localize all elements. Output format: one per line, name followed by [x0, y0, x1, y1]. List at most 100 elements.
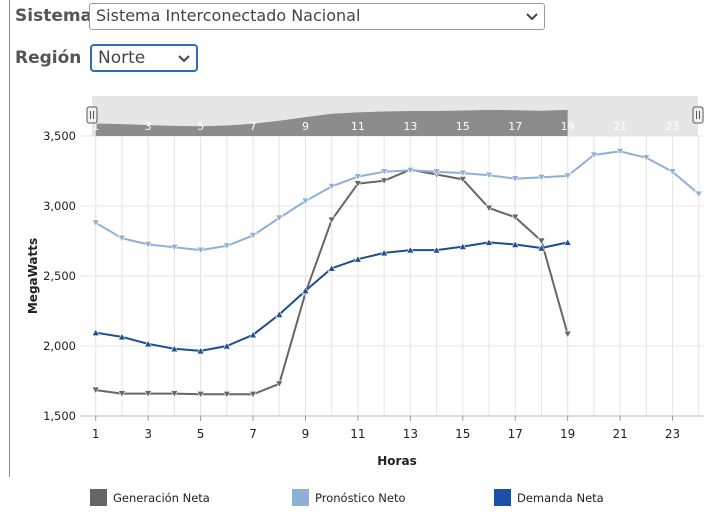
data-point-demanda: [170, 344, 179, 353]
navigator-tick-label: 21: [613, 120, 627, 133]
navigator-tick-label: 15: [456, 120, 470, 133]
data-point-generacion: [222, 390, 231, 399]
data-point-pronostico: [117, 234, 126, 243]
navigator-tick-label: 9: [302, 120, 309, 133]
data-point-demanda: [485, 238, 494, 246]
x-tick-label: 7: [249, 427, 257, 441]
data-point-pronostico: [144, 241, 153, 249]
data-point-pronostico: [668, 168, 677, 176]
data-point-generacion: [380, 177, 389, 185]
x-tick-label: 23: [665, 427, 680, 441]
data-point-pronostico: [511, 175, 520, 183]
data-point-demanda: [406, 245, 415, 254]
data-point-generacion: [117, 390, 126, 398]
data-point-pronostico: [616, 148, 625, 156]
legend-swatch-pronostico: [292, 489, 309, 506]
data-point-generacion: [144, 390, 153, 398]
navigator-tick-label: 1: [92, 120, 99, 133]
navigator-tick-label: 5: [197, 120, 204, 133]
legend-swatch-demanda: [494, 489, 511, 506]
data-point-pronostico: [327, 183, 336, 191]
x-tick-label: 11: [350, 427, 365, 441]
data-point-demanda: [563, 238, 572, 246]
x-tick-label: 15: [455, 427, 470, 441]
data-point-pronostico: [458, 169, 467, 178]
data-point-demanda: [511, 240, 520, 248]
navigator-area: [95, 109, 568, 136]
data-point-demanda: [91, 328, 100, 337]
x-tick-label: 17: [508, 427, 523, 441]
x-tick-label: 1: [92, 427, 100, 441]
chevron-down-icon: [178, 55, 190, 63]
data-point-demanda: [222, 341, 231, 350]
navigator-left-handle[interactable]: [86, 106, 98, 124]
legend-label-demanda: Demanda Neta: [517, 491, 604, 505]
navigator-tick-label: 19: [561, 120, 575, 133]
data-point-pronostico: [222, 242, 231, 251]
navigator-tick-label: 7: [250, 120, 257, 133]
y-tick-label: 2,000: [43, 339, 76, 353]
region-label: Región: [15, 48, 82, 68]
data-point-pronostico: [380, 168, 389, 176]
series-line-pronostico: [95, 150, 700, 252]
data-point-demanda: [301, 286, 310, 295]
data-point-demanda: [275, 310, 284, 318]
sistema-select-value: Sistema Interconectado Nacional: [96, 6, 361, 25]
data-point-demanda: [380, 248, 389, 257]
x-tick-label: 13: [403, 427, 418, 441]
x-tick-label: 21: [612, 427, 627, 441]
x-tick-label: 9: [302, 427, 310, 441]
sistema-select[interactable]: Sistema Interconectado Nacional: [89, 3, 545, 30]
navigator-tick-label: 11: [351, 120, 365, 133]
data-point-pronostico: [589, 151, 598, 160]
data-point-demanda: [353, 255, 362, 263]
data-point-pronostico: [170, 244, 179, 252]
data-point-generacion: [511, 213, 520, 222]
data-point-demanda: [537, 243, 546, 252]
legend-label-generacion: Generación Neta: [113, 491, 210, 505]
y-tick-label: 2,500: [43, 269, 76, 283]
sistema-label: Sistema: [15, 6, 93, 26]
data-point-demanda: [196, 346, 205, 355]
data-point-pronostico: [196, 246, 205, 255]
navigator-tick-label: 23: [666, 120, 680, 133]
data-point-pronostico: [432, 168, 441, 176]
data-point-pronostico: [353, 173, 362, 181]
navigator-right-handle[interactable]: [692, 106, 704, 124]
left-divider: [9, 0, 10, 477]
navigator-tick-label: 3: [145, 120, 152, 133]
y-tick-label: 1,500: [43, 409, 76, 423]
data-point-generacion: [91, 386, 100, 395]
data-point-generacion: [563, 330, 572, 339]
data-point-pronostico: [275, 214, 284, 223]
navigator-tick-label: 13: [403, 120, 417, 133]
data-point-demanda: [144, 339, 153, 348]
data-point-generacion: [485, 204, 494, 213]
x-axis-title: Horas: [377, 454, 416, 468]
legend-swatch-generacion: [90, 489, 107, 506]
data-point-pronostico: [485, 171, 494, 180]
data-point-pronostico: [301, 197, 310, 206]
region-select[interactable]: Norte: [90, 44, 198, 72]
data-point-pronostico: [694, 190, 703, 199]
chevron-down-icon: [526, 13, 538, 21]
data-point-demanda: [432, 245, 441, 254]
navigator-tick-label: 17: [508, 120, 522, 133]
data-point-demanda: [117, 332, 126, 341]
data-point-generacion: [196, 390, 205, 399]
legend-label-pronostico: Pronóstico Neto: [315, 491, 406, 505]
y-tick-label: 3,000: [43, 199, 76, 213]
data-point-demanda: [458, 242, 467, 250]
data-point-generacion: [275, 380, 284, 388]
y-tick-label: 3,500: [43, 129, 76, 143]
data-point-generacion: [537, 237, 546, 246]
data-point-pronostico: [563, 172, 572, 181]
data-point-demanda: [327, 264, 336, 272]
x-tick-label: 5: [197, 427, 205, 441]
data-point-pronostico: [642, 154, 651, 162]
data-point-generacion: [327, 216, 336, 225]
data-point-pronostico: [249, 232, 258, 240]
data-point-pronostico: [91, 219, 100, 227]
data-point-generacion: [170, 390, 179, 398]
